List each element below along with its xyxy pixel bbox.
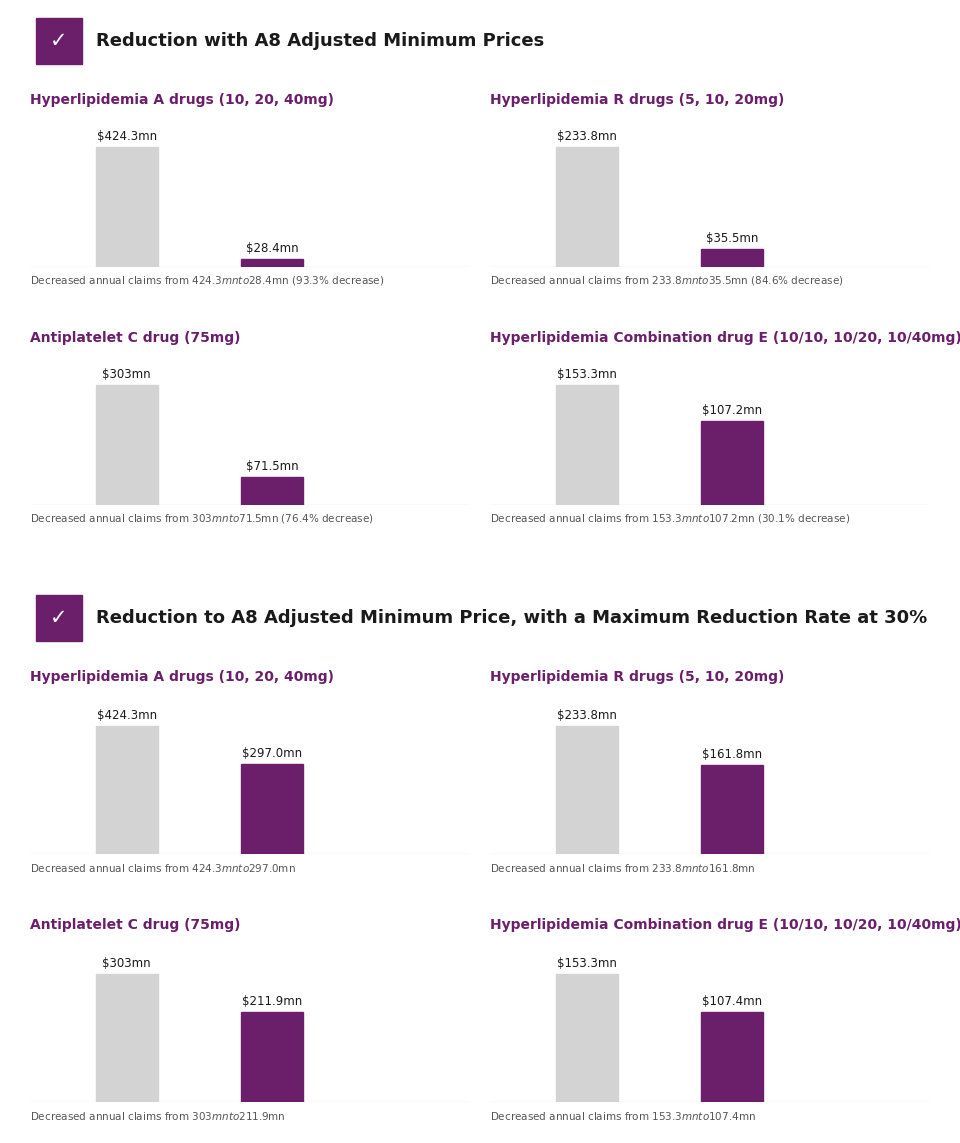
Text: Antiplatelet C drug (75mg): Antiplatelet C drug (75mg) [30, 918, 241, 932]
Text: Decreased annual claims from $303mn to $71.5mn (76.4% decrease): Decreased annual claims from $303mn to $… [30, 512, 373, 526]
FancyBboxPatch shape [36, 596, 82, 641]
Text: $424.3mn: $424.3mn [97, 130, 156, 143]
Bar [556, 726, 617, 854]
Text: $71.5mn: $71.5mn [246, 461, 299, 473]
Text: Decreased annual claims from $233.8mn to $161.8mn: Decreased annual claims from $233.8mn to… [490, 862, 756, 873]
Text: Decreased annual claims from $424.3mn to $28.4mn (93.3% decrease): Decreased annual claims from $424.3mn to… [30, 274, 384, 287]
Text: ✓: ✓ [50, 608, 67, 628]
Bar [96, 147, 157, 267]
Text: Decreased annual claims from $153.3mn to $107.2mn (30.1% decrease): Decreased annual claims from $153.3mn to… [490, 512, 851, 526]
Bar [701, 765, 763, 854]
Text: $28.4mn: $28.4mn [246, 242, 299, 255]
Text: $233.8mn: $233.8mn [557, 709, 616, 722]
Text: Hyperlipidemia R drugs (5, 10, 20mg): Hyperlipidemia R drugs (5, 10, 20mg) [490, 93, 784, 107]
Text: $153.3mn: $153.3mn [557, 368, 616, 382]
Text: Reduction with A8 Adjusted Minimum Prices: Reduction with A8 Adjusted Minimum Price… [96, 32, 544, 50]
Bar [241, 1013, 302, 1102]
Bar [96, 726, 157, 854]
Text: $303mn: $303mn [103, 957, 151, 969]
Text: Decreased annual claims from $424.3mn to $297.0mn: Decreased annual claims from $424.3mn to… [30, 862, 296, 873]
Text: $233.8mn: $233.8mn [557, 130, 616, 143]
Text: $35.5mn: $35.5mn [706, 232, 758, 246]
Bar [241, 765, 302, 854]
Text: $211.9mn: $211.9mn [242, 996, 302, 1008]
Bar [701, 249, 763, 267]
Text: Hyperlipidemia A drugs (10, 20, 40mg): Hyperlipidemia A drugs (10, 20, 40mg) [30, 670, 334, 684]
Text: $161.8mn: $161.8mn [702, 749, 762, 761]
Text: Decreased annual claims from $303mn to $211.9mn: Decreased annual claims from $303mn to $… [30, 1110, 285, 1121]
Bar [701, 1012, 763, 1102]
Text: $107.2mn: $107.2mn [702, 405, 762, 417]
FancyBboxPatch shape [36, 18, 82, 64]
Bar [96, 974, 157, 1102]
Text: Hyperlipidemia Combination drug E (10/10, 10/20, 10/40mg): Hyperlipidemia Combination drug E (10/10… [490, 918, 960, 932]
Bar [96, 385, 157, 505]
Text: Hyperlipidemia A drugs (10, 20, 40mg): Hyperlipidemia A drugs (10, 20, 40mg) [30, 93, 334, 107]
Text: Antiplatelet C drug (75mg): Antiplatelet C drug (75mg) [30, 331, 241, 345]
Text: ✓: ✓ [50, 31, 67, 51]
Text: Hyperlipidemia Combination drug E (10/10, 10/20, 10/40mg): Hyperlipidemia Combination drug E (10/10… [490, 331, 960, 345]
Bar [701, 421, 763, 505]
Text: $107.4mn: $107.4mn [702, 996, 762, 1008]
Bar [556, 974, 617, 1102]
Bar [556, 147, 617, 267]
Text: $153.3mn: $153.3mn [557, 957, 616, 969]
Text: $424.3mn: $424.3mn [97, 709, 156, 722]
Text: Decreased annual claims from $233.8mn to $35.5mn (84.6% decrease): Decreased annual claims from $233.8mn to… [490, 274, 844, 287]
Text: $297.0mn: $297.0mn [242, 748, 302, 760]
Text: Hyperlipidemia R drugs (5, 10, 20mg): Hyperlipidemia R drugs (5, 10, 20mg) [490, 670, 784, 684]
Bar [241, 477, 302, 505]
Bar [556, 385, 617, 505]
Bar [241, 259, 302, 267]
Text: $303mn: $303mn [103, 368, 151, 382]
Text: Decreased annual claims from $153.3mn to $107.4mn: Decreased annual claims from $153.3mn to… [490, 1110, 756, 1121]
Text: Reduction to A8 Adjusted Minimum Price, with a Maximum Reduction Rate at 30%: Reduction to A8 Adjusted Minimum Price, … [96, 609, 927, 628]
